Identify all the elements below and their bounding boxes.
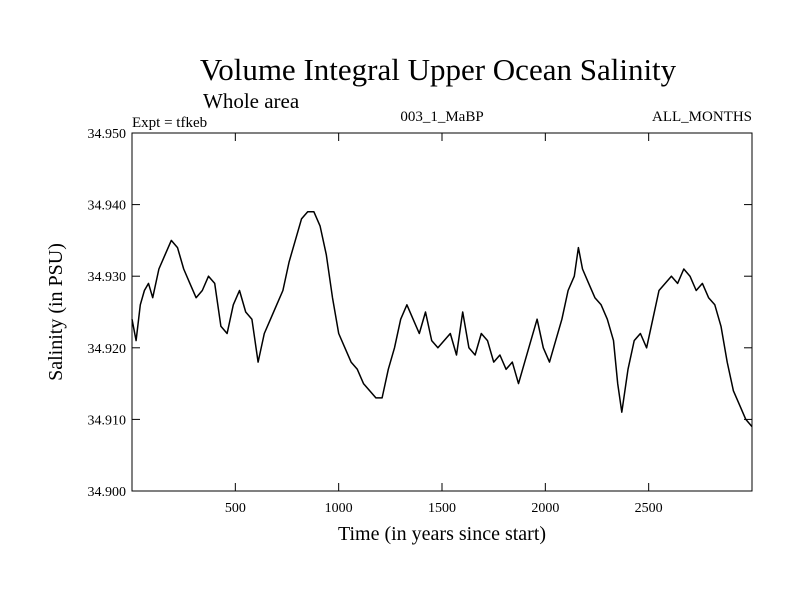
y-tick-label: 34.940 bbox=[88, 199, 127, 214]
x-tick-label: 1500 bbox=[428, 501, 456, 516]
salinity-series-line bbox=[131, 211, 753, 428]
x-tick-label: 2500 bbox=[635, 501, 663, 516]
x-tick-label: 2000 bbox=[531, 501, 559, 516]
chart-subtitle: Whole area bbox=[203, 89, 300, 113]
x-axis-label: Time (in years since start) bbox=[338, 523, 546, 545]
y-axis-label: Salinity (in PSU) bbox=[45, 243, 67, 381]
y-tick-label: 34.930 bbox=[88, 270, 127, 285]
series-layer bbox=[131, 211, 753, 428]
x-axis: 500 1000 1500 2000 2500 bbox=[225, 133, 663, 516]
y-tick-label: 34.950 bbox=[88, 127, 127, 142]
x-tick-label: 1000 bbox=[325, 501, 353, 516]
run-id-label: 003_1_MaBP bbox=[400, 109, 483, 125]
y-axis: 34.900 34.910 34.920 34.930 34.940 34.950 bbox=[88, 127, 752, 500]
experiment-label: Expt = tfkeb bbox=[132, 115, 207, 131]
y-tick-label: 34.910 bbox=[88, 413, 127, 428]
y-tick-label: 34.900 bbox=[88, 485, 127, 500]
x-tick-label: 500 bbox=[225, 501, 246, 516]
y-tick-label: 34.920 bbox=[88, 342, 127, 357]
plot-frame bbox=[131, 132, 753, 492]
chart-title: Volume Integral Upper Ocean Salinity bbox=[200, 52, 677, 87]
months-label: ALL_MONTHS bbox=[652, 109, 752, 125]
